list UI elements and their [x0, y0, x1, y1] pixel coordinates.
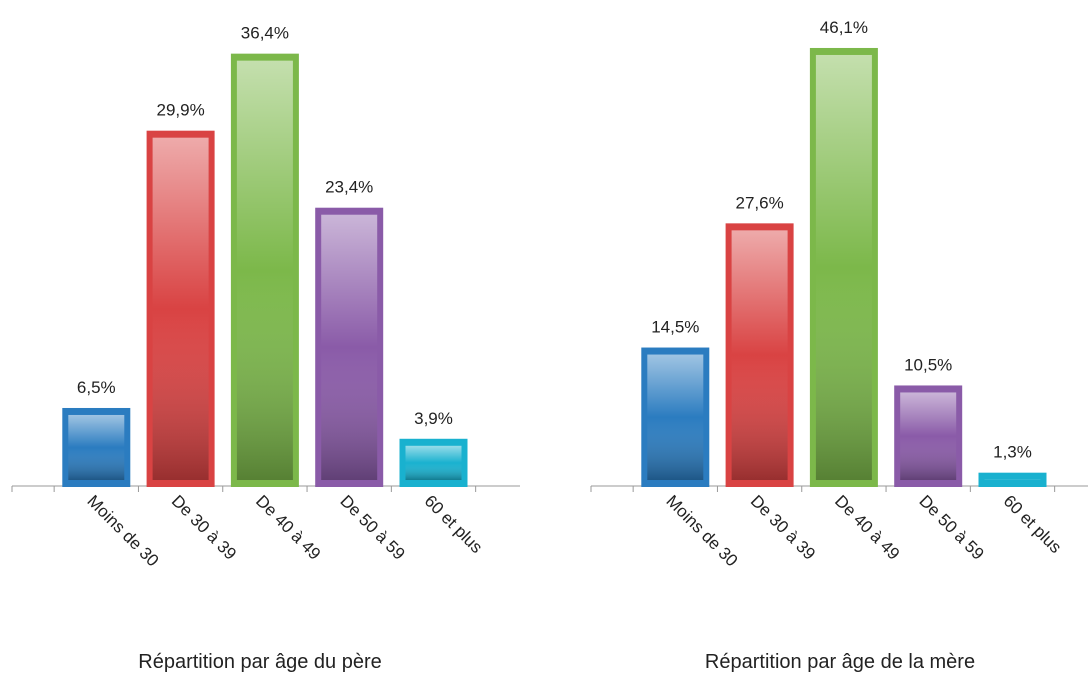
bar-shine [321, 215, 377, 480]
x-tick-label: De 40 à 49 [252, 491, 324, 563]
x-tick-label: 60 et plus [421, 491, 487, 557]
value-label: 46,1% [820, 18, 868, 37]
x-tick-label: De 40 à 49 [831, 491, 903, 563]
bar-shine [68, 415, 124, 480]
value-label: 29,9% [156, 101, 204, 120]
x-tick-label: De 50 à 59 [915, 491, 987, 563]
bar-shine [732, 230, 788, 480]
x-tick-label: De 30 à 39 [168, 491, 240, 563]
value-label: 23,4% [325, 178, 373, 197]
bar-shine [900, 392, 956, 480]
x-tick-label: 60 et plus [1000, 491, 1066, 557]
bar-shine [237, 61, 293, 480]
value-label: 10,5% [904, 355, 952, 374]
x-tick-label: Moins de 30 [83, 491, 162, 570]
value-label: 14,5% [651, 318, 699, 337]
bar-shine [153, 138, 209, 480]
value-label: 1,3% [993, 443, 1032, 462]
bar-shine [406, 446, 462, 480]
value-label: 36,4% [241, 24, 289, 43]
value-label: 3,9% [414, 409, 453, 428]
x-tick-label: De 30 à 39 [747, 491, 819, 563]
bar-shine [647, 355, 703, 480]
bar-shine [816, 55, 872, 480]
chart-title: Répartition par âge de la mère [705, 651, 975, 673]
x-tick-label: De 50 à 59 [336, 491, 408, 563]
chart-title: Répartition par âge du père [138, 651, 382, 673]
x-tick-label: Moins de 30 [662, 491, 741, 570]
value-label: 6,5% [77, 378, 116, 397]
value-label: 27,6% [735, 193, 783, 212]
